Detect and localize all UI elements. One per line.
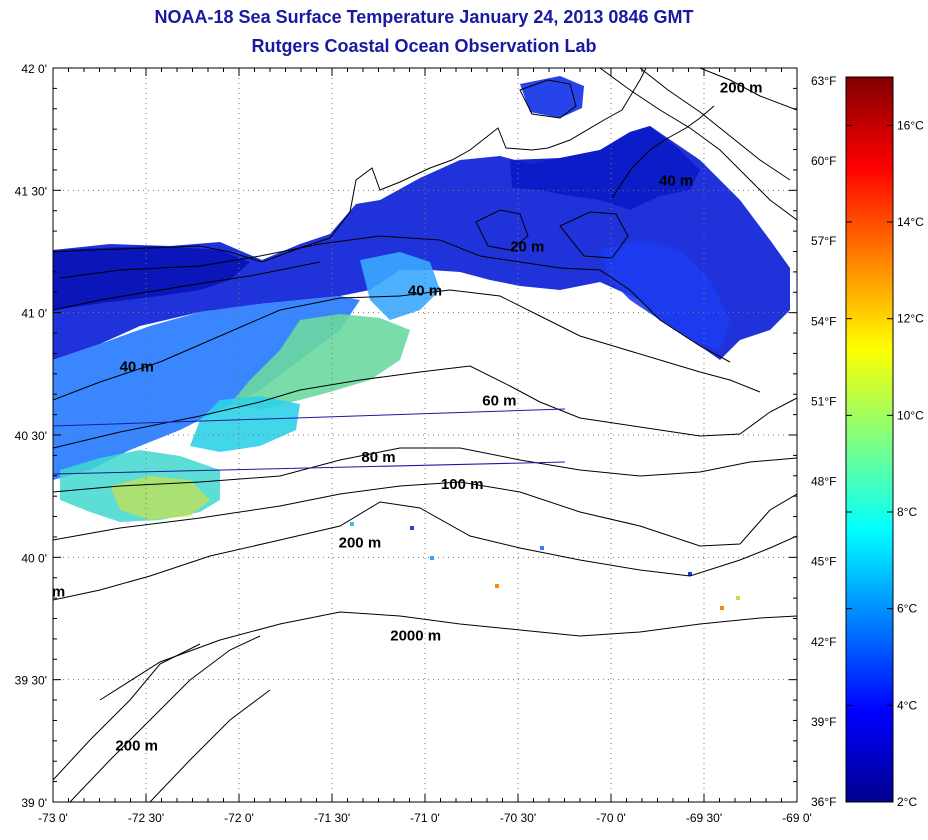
x-tick-label: -69 0' [782, 811, 812, 825]
axis-ticks: -73 0' -72 30' -72 0' -71 30' -71 0' -70 30' -… [15, 62, 837, 825]
fahrenheit-tick-label: 45°F [811, 555, 836, 569]
sst-patch [520, 76, 584, 118]
contour-deep-1 [53, 643, 201, 781]
celsius-tick-label: 6°C [897, 602, 917, 616]
contour-label: 20 m [510, 239, 544, 256]
celsius-tick-label: 10°C [897, 408, 924, 422]
sst-pixel [540, 546, 544, 550]
y-tick-label: 40 0' [21, 551, 47, 565]
sst-patch [53, 246, 250, 310]
y-tick-label: 41 0' [21, 307, 47, 321]
contour-gb-1 [599, 68, 797, 221]
contour-gb-3 [699, 68, 797, 111]
celsius-tick-label: 2°C [897, 795, 917, 809]
fahrenheit-tick-label: 39°F [811, 715, 836, 729]
x-tick-label: -72 30' [128, 811, 164, 825]
graticule [53, 68, 797, 802]
contour-label: 80 m [361, 449, 395, 466]
contour-label: 200 m [720, 79, 763, 96]
contour-label: 200 m [115, 738, 158, 755]
contour-200m [53, 501, 797, 601]
sst-raster [53, 76, 790, 610]
y-tick-label: 40 30' [15, 429, 47, 443]
fahrenheit-tick-label: 36°F [811, 795, 836, 809]
contour-label: 200 m [339, 535, 382, 552]
contour-label: m [52, 583, 65, 600]
sst-patch [230, 314, 410, 410]
contour-20m [59, 235, 731, 363]
x-tick-label: -70 0' [596, 811, 626, 825]
contour-80m [53, 447, 797, 493]
x-tick-label: -70 30' [500, 811, 536, 825]
x-tick-label: -73 0' [38, 811, 68, 825]
long-island-coast [53, 261, 321, 311]
contour-gb-2 [639, 68, 791, 181]
contour-2000m [99, 611, 797, 701]
contour-label: 40 m [120, 358, 154, 375]
x-tick-label: -72 0' [224, 811, 254, 825]
contour-100m [53, 481, 797, 547]
map-subtitle: Rutgers Coastal Ocean Observation Lab [251, 36, 597, 56]
celsius-tick-label: 12°C [897, 312, 924, 326]
y-tick-label: 39 0' [21, 796, 47, 810]
contour-deep-3 [149, 689, 271, 802]
contour-deep-2 [69, 635, 261, 802]
transect-line-2 [53, 461, 566, 475]
sst-pixel [495, 584, 499, 588]
sst-pixel [688, 572, 692, 576]
sst-patch [600, 240, 730, 350]
fahrenheit-tick-label: 51°F [811, 394, 836, 408]
island-outline [475, 209, 529, 251]
sst-patch [110, 476, 210, 520]
colorbar-ticks: 16°C 14°C 12°C 10°C 8°C 6°C 4°C 2°C [846, 118, 924, 809]
celsius-tick-label: 8°C [897, 505, 917, 519]
fahrenheit-tick-label: 63°F [811, 74, 836, 88]
y-tick-label: 41 30' [15, 184, 47, 198]
contour-label: 40 m [659, 172, 693, 189]
sst-pixel [350, 522, 354, 526]
contour-60m [53, 365, 797, 449]
island-outline-3 [519, 79, 577, 119]
contour-label: 100 m [441, 476, 484, 493]
fahrenheit-tick-label: 57°F [811, 234, 836, 248]
sst-pixel [410, 526, 414, 530]
contour-label: 40 m [408, 283, 442, 300]
sst-pixel [736, 596, 740, 600]
celsius-tick-label: 14°C [897, 215, 924, 229]
coastline [53, 68, 647, 263]
y-tick-label: 42 0' [21, 62, 47, 76]
fahrenheit-tick-label: 60°F [811, 154, 836, 168]
contour-label: 60 m [482, 393, 516, 410]
fahrenheit-tick-label: 42°F [811, 635, 836, 649]
fahrenheit-tick-label: 54°F [811, 314, 836, 328]
fahrenheit-tick-label: 48°F [811, 475, 836, 489]
celsius-tick-label: 4°C [897, 698, 917, 712]
x-tick-label: -69 30' [686, 811, 722, 825]
contour-40m [53, 289, 761, 401]
bathymetry-contours [53, 68, 797, 802]
celsius-tick-label: 16°C [897, 118, 924, 132]
contour-label: 2000 m [390, 628, 441, 645]
transect-line-1 [53, 408, 566, 427]
cape-cod [611, 105, 715, 199]
y-tick-label: 39 30' [15, 674, 47, 688]
island-outline-2 [559, 211, 629, 259]
sst-pixel [430, 556, 434, 560]
sst-patch [510, 126, 700, 210]
sst-patch [360, 252, 440, 320]
x-tick-label: -71 30' [314, 811, 350, 825]
contour-labels: 200 m 40 m 20 m 40 m 40 m 60 m 80 m 100 m 200 m 2… [52, 79, 763, 754]
x-tick-label: -71 0' [410, 811, 440, 825]
sst-patch [190, 396, 300, 452]
colorbar [845, 76, 894, 803]
sst-patch [53, 296, 360, 480]
map-title: NOAA-18 Sea Surface Temperature January … [154, 7, 694, 27]
sst-pixel [720, 606, 724, 610]
